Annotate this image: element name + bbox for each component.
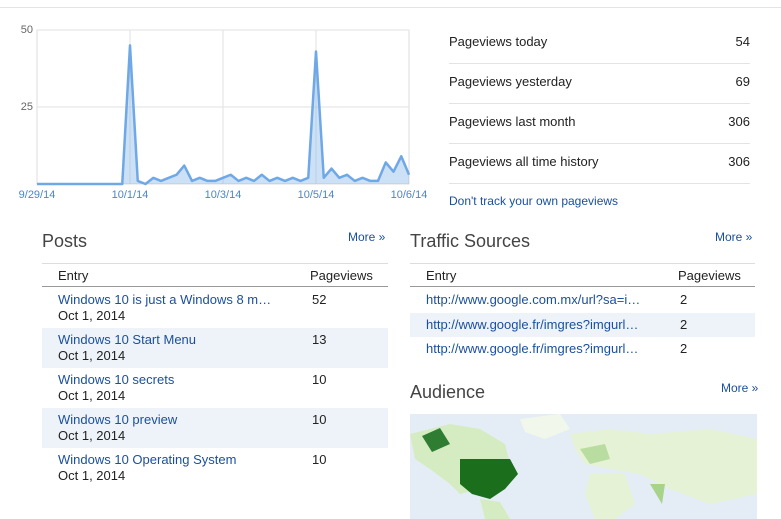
section-title: Traffic Sources [410,231,531,251]
line [37,44,411,186]
stats-link[interactable]: Don't track your own pageviews [449,194,619,208]
stat-label: Pageviews yesterday [449,74,572,89]
pageviews: 2 [680,341,688,356]
pageviews: 10 [312,412,327,427]
stat-label: Pageviews today [449,34,548,49]
table-top-border [410,263,755,264]
y-tick-label: 50 [21,24,33,36]
entry-link[interactable]: Windows 10 Start Menu [58,332,197,347]
pageviews: 10 [312,452,327,467]
entry-date: Oct 1, 2014 [58,428,126,443]
pageviews: 10 [312,372,327,387]
pageviews: 52 [312,292,327,307]
stat-separator [449,103,750,104]
chart: 25 50 9/29/14 10/1/14 10/3/14 10/5/14 10/6/14 [19,24,428,201]
y-tick-label: 25 [21,101,33,113]
x-tick-label: 10/3/14 [205,189,242,201]
more-link[interactable]: More » [721,381,759,395]
entry-link[interactable]: Windows 10 is just a Windows 8 m… [58,292,272,307]
section-title: Posts [42,231,88,251]
pageviews: 2 [680,292,688,307]
section-title: Audience [410,382,486,402]
entry-date: Oct 1, 2014 [58,348,126,363]
entry-link[interactable]: Windows 10 Operating System [58,452,237,467]
header-border [42,286,388,287]
column-header: Entry [426,268,457,283]
header-border [410,286,755,287]
stat-label: Pageviews last month [449,114,576,129]
row-bg [410,312,755,337]
audience-map [410,414,757,519]
entry-link[interactable]: http://www.google.fr/imgres?imgurl… [426,316,639,332]
column-header: Pageviews [678,268,741,283]
row-bg [42,328,388,368]
entry-date: Oct 1, 2014 [58,388,126,403]
stat-label: Pageviews all time history [449,154,599,169]
x-tick-label: 10/1/14 [112,189,149,201]
stat-value: 306 [728,154,750,169]
stat-separator [449,143,750,144]
x-tick-label: 10/6/14 [391,189,428,201]
x-tick-label: 9/29/14 [19,189,56,201]
stat-separator [449,183,750,184]
entry-link[interactable]: Windows 10 preview [58,412,178,427]
area [37,45,409,185]
table-top-border [42,263,388,264]
pageviews: 2 [680,316,688,332]
entry-date: Oct 1, 2014 [58,308,126,323]
stat-value: 306 [728,114,750,129]
stat-value: 69 [735,74,750,89]
top-border [0,7,781,8]
entry-link[interactable]: http://www.google.fr/imgres?imgurl… [426,341,639,356]
column-header: Pageviews [310,268,373,283]
stat-separator [449,63,750,64]
stat-value: 54 [735,34,750,49]
more-link[interactable]: More » [715,230,753,244]
column-header: Entry [58,268,89,283]
x-tick-label: 10/5/14 [298,189,335,201]
entry-link[interactable]: Windows 10 secrets [58,372,175,387]
pageviews: 13 [312,332,327,347]
row-bg [42,408,388,448]
entry-link[interactable]: http://www.google.com.mx/url?sa=i… [426,292,641,307]
entry-date: Oct 1, 2014 [58,468,126,483]
more-link[interactable]: More » [348,230,386,244]
